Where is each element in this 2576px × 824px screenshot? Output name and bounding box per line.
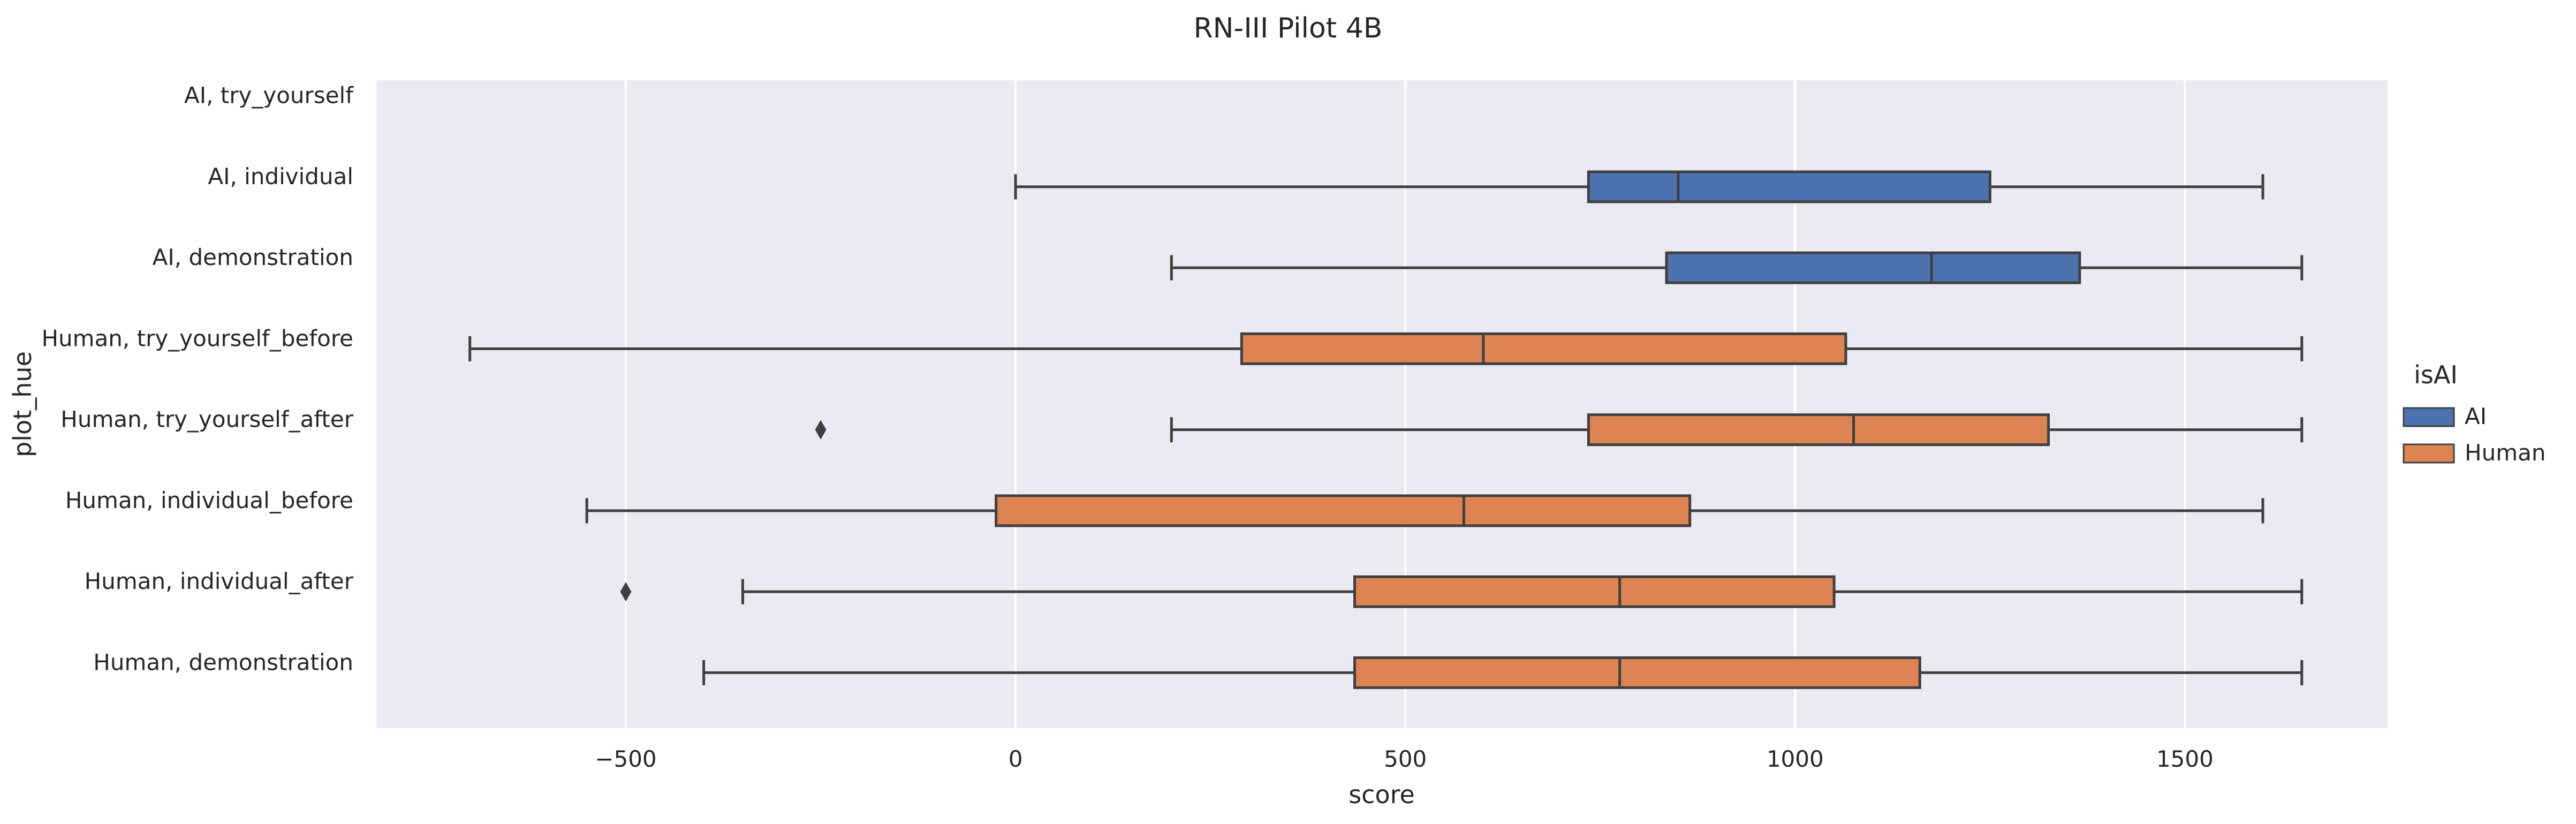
box-human: [468, 332, 2304, 365]
legend-swatch-human: [2403, 443, 2455, 464]
x-tick-label: 1000: [1767, 746, 1824, 772]
box-iqr: [995, 494, 1692, 527]
box-human: [585, 494, 2264, 527]
x-tick-label: 500: [1384, 746, 1427, 772]
y-tick-label: Human, try_yourself_before: [41, 325, 353, 351]
box-human: [620, 575, 2304, 608]
outlier-marker: [620, 581, 632, 602]
x-tick-label: 0: [1009, 746, 1023, 772]
box-ai: [1014, 170, 2264, 203]
y-tick-label: AI, demonstration: [153, 244, 353, 270]
y-tick-label: Human, individual_after: [85, 568, 354, 594]
plot-area: [376, 80, 2388, 728]
outlier-marker: [815, 420, 827, 440]
y-tick-label: Human, try_yourself_after: [60, 406, 353, 433]
box-series: [468, 170, 2304, 689]
chart-title: RN-III Pilot 4B: [1194, 12, 1383, 44]
y-axis-label: plot_hue: [8, 351, 37, 457]
x-axis-label: score: [1348, 780, 1415, 809]
box-iqr: [1240, 332, 1847, 365]
box-ai: [1170, 251, 2304, 284]
legend-title: isAI: [2414, 360, 2458, 389]
legend-label-ai: AI: [2465, 403, 2487, 429]
y-tick-label: AI, try_yourself: [184, 82, 354, 109]
y-tick-labels: AI, try_yourself AI, individual AI, demons…: [41, 82, 354, 676]
legend-swatch-ai: [2403, 407, 2455, 427]
x-tick-labels: −500 0 500 1000 1500: [595, 746, 2214, 772]
box-human: [815, 413, 2304, 447]
x-tick-label: −500: [595, 746, 656, 772]
box-human: [702, 656, 2304, 689]
box-iqr: [1353, 575, 1836, 608]
y-tick-label: AI, individual: [208, 163, 353, 190]
box-iqr: [1587, 170, 1991, 203]
legend: isAI AI Human: [2403, 360, 2545, 466]
box-iqr: [1353, 656, 1921, 689]
legend-entries: AI Human: [2403, 403, 2545, 466]
box-iqr: [1587, 413, 2050, 447]
x-tick-label: 1500: [2156, 746, 2214, 772]
box-iqr: [1665, 251, 2081, 284]
legend-label-human: Human: [2465, 440, 2545, 466]
y-tick-label: Human, demonstration: [93, 649, 353, 675]
y-tick-label: Human, individual_before: [65, 487, 353, 513]
